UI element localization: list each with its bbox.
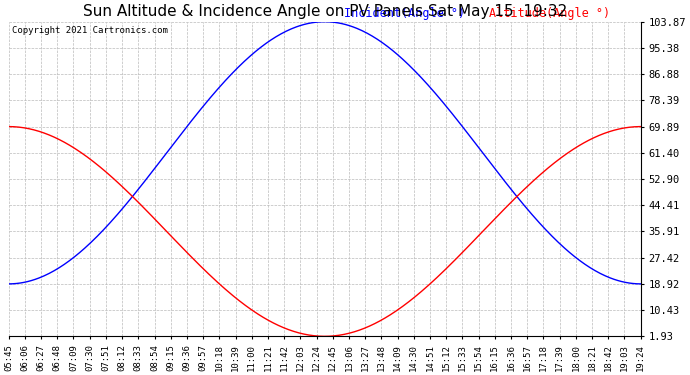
Text: Incident(Angle °): Incident(Angle °): [344, 7, 465, 20]
Title: Sun Altitude & Incidence Angle on PV Panels Sat May 15  19:32: Sun Altitude & Incidence Angle on PV Pan…: [83, 4, 566, 19]
Text: Altitude(Angle °): Altitude(Angle °): [489, 7, 610, 20]
Text: Copyright 2021 Cartronics.com: Copyright 2021 Cartronics.com: [12, 27, 168, 36]
